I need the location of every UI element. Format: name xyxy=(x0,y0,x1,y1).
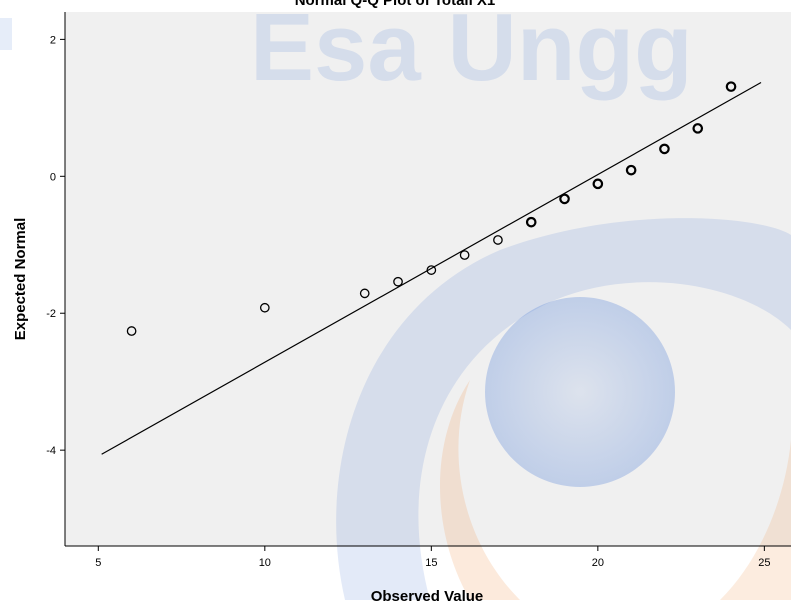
y-axis-ticks: 2 0 -2 -4 xyxy=(46,34,65,457)
x-tick-label: 20 xyxy=(592,557,604,569)
x-axis-label: Observed Value xyxy=(371,588,484,605)
x-tick-label: 10 xyxy=(259,557,271,569)
y-tick-label: 0 xyxy=(50,171,56,183)
data-point xyxy=(659,143,670,155)
y-tick-label: -4 xyxy=(46,445,56,457)
watermark-swoosh-orange xyxy=(440,380,520,600)
watermark-text: Esa Ungg xyxy=(250,0,693,101)
plot-area xyxy=(65,12,791,546)
data-point xyxy=(259,302,270,313)
data-point xyxy=(525,216,537,228)
x-tick-label: 5 xyxy=(95,557,101,569)
y-tick-label: 2 xyxy=(50,34,56,46)
data-point xyxy=(725,81,737,92)
x-tick-label: 25 xyxy=(758,557,770,569)
watermark-globe xyxy=(485,297,675,487)
data-point xyxy=(359,288,370,299)
data-point xyxy=(393,276,403,287)
data-point xyxy=(625,164,637,176)
reference-line xyxy=(101,81,762,455)
data-points xyxy=(126,81,737,336)
data-point xyxy=(459,250,470,260)
data-point xyxy=(592,178,604,190)
watermark-swoosh-blue xyxy=(336,218,791,600)
data-point xyxy=(692,123,704,134)
data-point xyxy=(426,265,437,275)
data-point xyxy=(126,326,137,336)
chart-title: Normal Q-Q Plot of Totall X1 xyxy=(295,0,496,9)
watermark-bar xyxy=(0,18,12,50)
y-tick-label: -2 xyxy=(46,308,56,320)
data-point xyxy=(559,193,570,205)
data-point xyxy=(493,235,503,245)
watermark-swoosh-orange-right xyxy=(720,440,791,600)
x-tick-label: 15 xyxy=(425,557,437,569)
x-axis-ticks: 5 10 15 20 25 xyxy=(95,546,770,569)
y-axis-label: Expected Normal xyxy=(12,218,29,341)
